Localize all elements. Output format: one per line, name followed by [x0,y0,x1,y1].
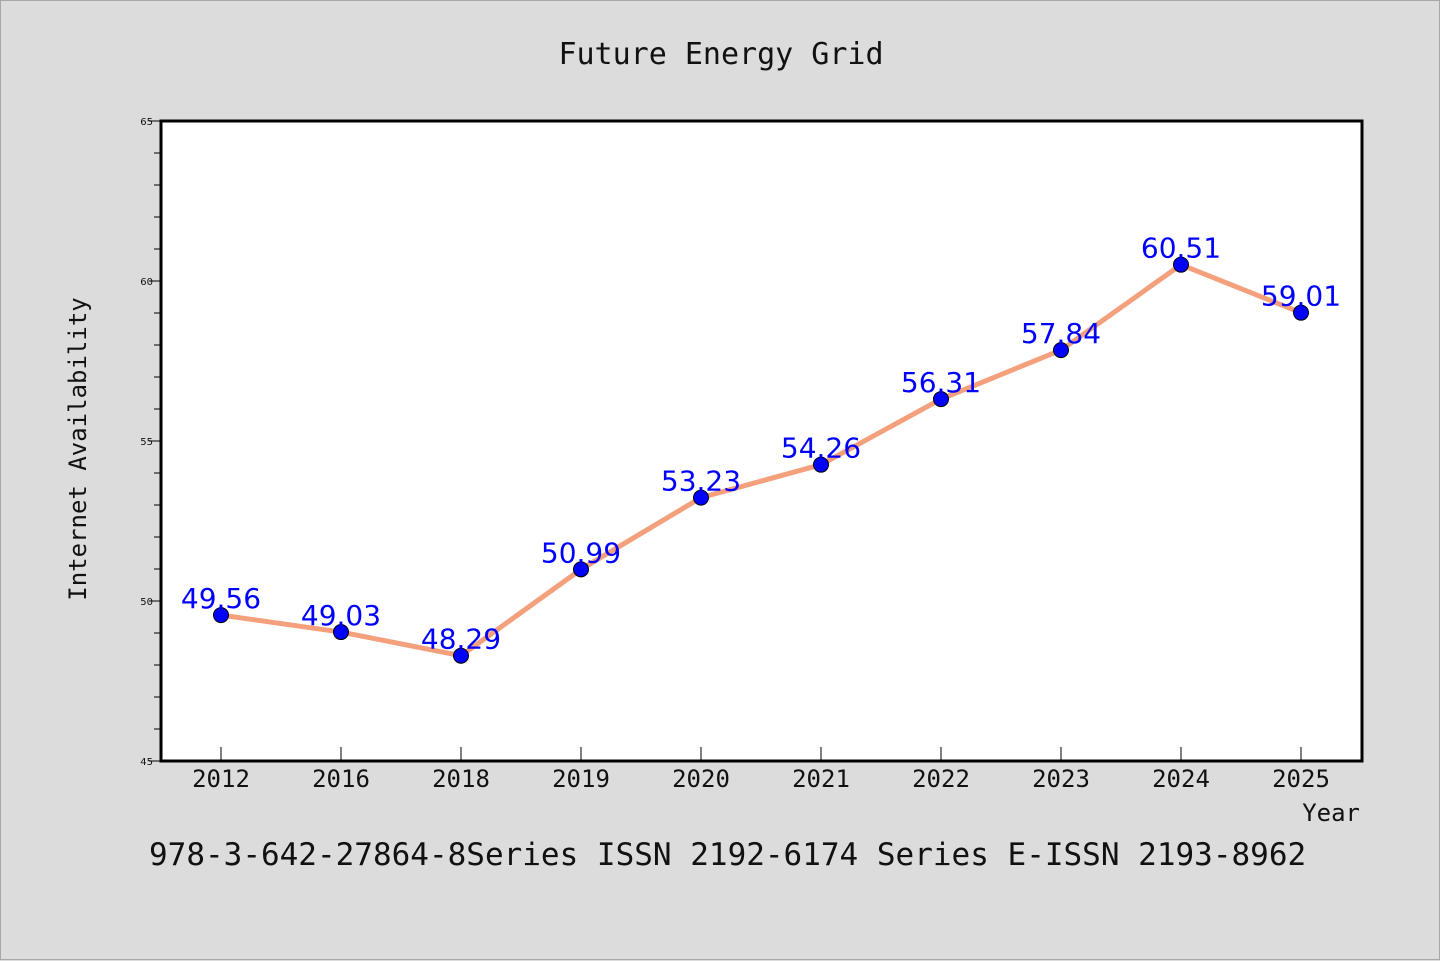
data-label: 56.31 [901,366,981,399]
data-label: 48.29 [421,623,501,656]
data-label: 59.01 [1261,280,1341,313]
data-label: 49.03 [301,599,381,632]
footer-isbn-text: 978-3-642-27864-8Series ISSN 2192-6174 S… [149,837,1306,873]
x-tick-label: 2016 [312,765,370,793]
x-axis: 2012 2016 2018 2019 2020 2021 2022 2023 2024 2025 [192,747,1330,793]
plot-area [159,119,1364,763]
data-label: 49.56 [181,582,261,615]
x-tick-label: 2024 [1152,765,1210,793]
data-point [1173,256,1189,273]
y-axis-label: Internet Availability [64,297,92,600]
data-point [813,456,829,473]
y-tick-label: 50 [140,597,153,608]
x-tick-label: 2018 [432,765,490,793]
series-markers [213,256,1309,664]
data-labels: 49.56 49.03 48.29 50.99 53.23 54.26 56.31 57.84… [181,232,1341,656]
y-tick-label: 60 [140,277,153,288]
data-label: 54.26 [781,432,861,465]
data-point [333,624,349,641]
y-axis: 45 50 55 60 65 [140,117,161,768]
chart-title: Future Energy Grid [558,37,883,72]
data-point [933,391,949,408]
y-tick-label: 45 [140,757,153,768]
x-tick-label: 2025 [1272,765,1330,793]
series-line [218,262,1304,659]
data-label: 60.51 [1141,232,1221,265]
data-point [573,561,589,578]
x-tick-label: 2020 [672,765,730,793]
data-point [693,489,709,506]
x-tick-label: 2022 [912,765,970,793]
x-tick-label: 2021 [792,765,850,793]
x-tick-label: 2023 [1032,765,1090,793]
x-tick-label: 2012 [192,765,250,793]
data-point [453,647,469,664]
data-point [213,607,229,624]
x-axis-label: Year [1302,799,1360,827]
data-point [1293,304,1309,321]
x-tick-label: 2019 [552,765,610,793]
y-tick-label: 55 [140,437,153,448]
y-tick-label: 65 [140,117,153,128]
data-label: 53.23 [661,465,741,498]
data-point [1053,342,1069,359]
data-label: 50.99 [541,536,621,569]
data-label: 57.84 [1021,317,1101,350]
